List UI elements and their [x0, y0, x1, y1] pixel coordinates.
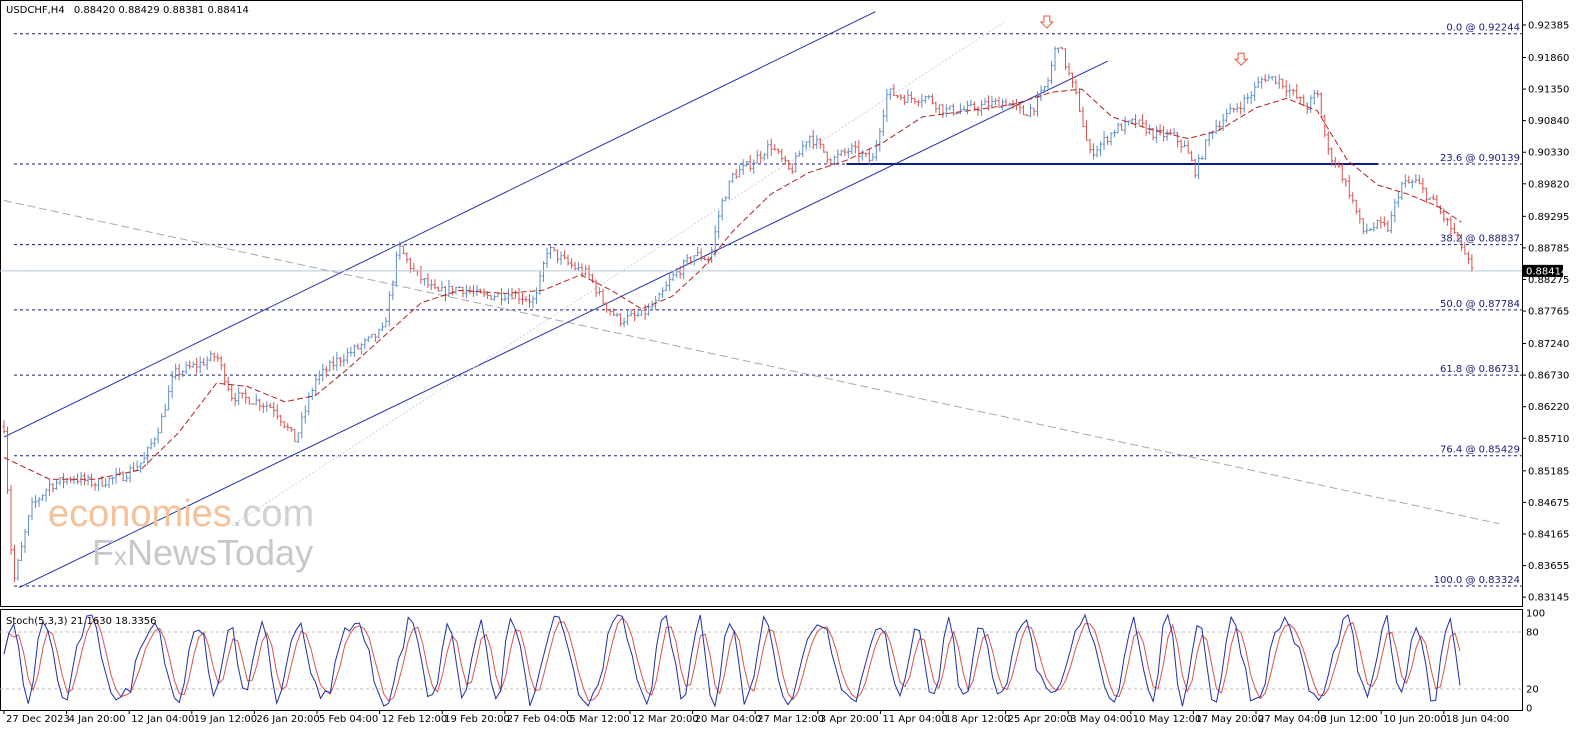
x-tick-label: 19 Feb 20:00 [444, 714, 510, 725]
y-tick-label: 0.84675 [1528, 498, 1569, 509]
x-tick-label: 3 May 04:00 [1070, 714, 1132, 725]
y-tick-label: 0.86220 [1528, 402, 1569, 413]
ohlc-values: 0.88420 0.88429 0.88381 0.88414 [73, 5, 249, 16]
y-tick-label: 0.92385 [1528, 20, 1569, 31]
fib-level-label: 76.4 @ 0.85429 [1440, 445, 1520, 456]
channel-lower-line [18, 60, 1108, 588]
y-tick-label: 0.86730 [1528, 371, 1569, 382]
x-tick-label: 12 Jan 04:00 [131, 714, 194, 725]
symbol-label: USDCHF,H4 [6, 5, 65, 16]
fib-level-label: 0.0 @ 0.92244 [1446, 23, 1520, 34]
fib-level-label: 23.6 @ 0.90139 [1440, 153, 1520, 164]
peak-arrow-icon [1039, 15, 1055, 29]
y-tick-label: 0.83145 [1528, 593, 1569, 604]
channel-upper-line [3, 11, 876, 438]
x-tick-label: 25 Apr 20:00 [1008, 714, 1073, 725]
watermark-line2a: F [92, 532, 114, 573]
y-tick-label: 0.88785 [1528, 243, 1569, 254]
fib-level-label: 50.0 @ 0.87784 [1440, 299, 1520, 310]
y-tick-label: 0.90330 [1528, 148, 1569, 159]
y-tick-label: 0.90840 [1528, 116, 1569, 127]
x-tick-label: 18 Apr 12:00 [945, 714, 1010, 725]
y-tick-label: 0.89820 [1528, 179, 1569, 190]
fib-level-label: 38.2 @ 0.88837 [1440, 234, 1520, 245]
x-tick-label: 10 May 12:00 [1133, 714, 1202, 725]
x-tick-label: 3 Jun 12:00 [1321, 714, 1378, 725]
x-tick-label: 10 Jun 20:00 [1383, 714, 1447, 725]
y-tick-label: 0.85710 [1528, 434, 1569, 445]
stoch-pane-frame [0, 609, 1523, 711]
watermark-logo: economies.com [48, 493, 314, 536]
y-tick-label: 0.91860 [1528, 53, 1569, 64]
x-tick-label: 12 Mar 20:00 [632, 714, 699, 725]
x-tick-label: 27 May 04:00 [1258, 714, 1327, 725]
stoch-y-tick-label: 80 [1526, 628, 1539, 639]
watermark-line2b: x [114, 541, 127, 571]
x-tick-label: 5 Mar 12:00 [569, 714, 629, 725]
y-tick-label: 0.87240 [1528, 339, 1569, 350]
x-tick-label: 20 Mar 04:00 [695, 714, 762, 725]
fib-level-label: 100.0 @ 0.83324 [1434, 575, 1520, 586]
candles-group [2, 46, 1474, 583]
stoch-header: Stoch(5,3,3) 21.1630 18.3356 [6, 616, 157, 627]
x-tick-label: 27 Feb 04:00 [507, 714, 573, 725]
stoch-y-tick-label: 0 [1526, 704, 1532, 715]
y-tick-label: 0.87765 [1528, 307, 1569, 318]
x-tick-label: 19 Jan 12:00 [194, 714, 257, 725]
x-tick-label: 27 Dec 2023 [6, 714, 70, 725]
fib-level-label: 61.8 @ 0.86731 [1440, 364, 1520, 375]
downtrend-line [3, 200, 1500, 525]
watermark-part2: .com [231, 493, 315, 535]
main-pane-frame [0, 0, 1523, 607]
y-tick-label: 0.89295 [1528, 212, 1569, 223]
x-tick-label: 3 Apr 20:00 [820, 714, 879, 725]
stoch-y-tick-label: 100 [1526, 609, 1545, 620]
y-tick-label: 0.85185 [1528, 466, 1569, 477]
current-price-label: 0.88414 [1526, 266, 1567, 277]
current-price-box [1523, 264, 1563, 277]
watermark-part1: economies [48, 493, 232, 535]
y-tick-label: 0.84165 [1528, 529, 1569, 540]
stoch-main-line [3, 613, 1461, 708]
x-tick-label: 4 Jan 20:00 [69, 714, 126, 725]
stoch-y-tick-label: 20 [1526, 685, 1539, 696]
x-tick-label: 5 Feb 04:00 [319, 714, 378, 725]
moving-average-line [3, 88, 1462, 480]
y-tick-label: 0.91350 [1528, 85, 1569, 96]
x-tick-label: 17 May 20:00 [1195, 714, 1264, 725]
stoch-signal-line [3, 617, 1461, 702]
x-tick-label: 27 Mar 12:00 [757, 714, 824, 725]
x-tick-label: 26 Jan 20:00 [256, 714, 319, 725]
x-tick-label: 11 Apr 04:00 [882, 714, 947, 725]
watermark-logo-line2: FxNewsToday [92, 532, 313, 574]
chart-header: USDCHF,H4 0.88420 0.88429 0.88381 0.8841… [6, 5, 249, 16]
x-tick-label: 18 Jun 04:00 [1446, 714, 1510, 725]
y-tick-label: 0.88275 [1528, 275, 1569, 286]
peak-arrow-icon [1233, 52, 1249, 66]
peak-arrow-shape [1039, 15, 1055, 29]
watermark-line2c: NewsToday [127, 532, 314, 573]
y-tick-label: 0.83655 [1528, 561, 1569, 572]
channel-midline [231, 20, 1007, 527]
x-tick-label: 12 Feb 12:00 [382, 714, 448, 725]
peak-arrow-shape [1233, 52, 1249, 66]
